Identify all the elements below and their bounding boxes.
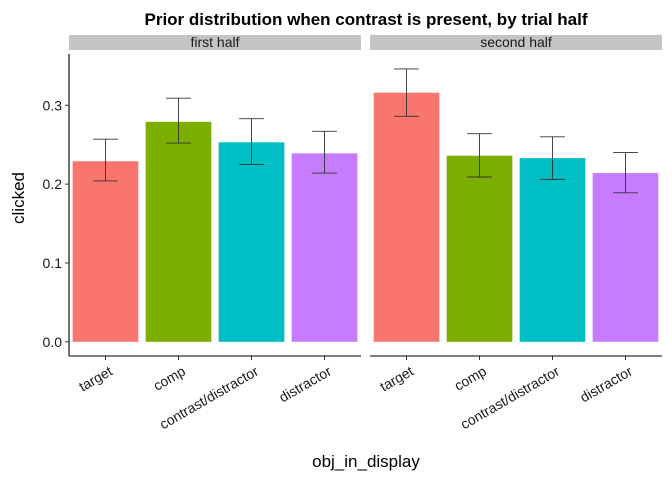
facet-strip (69, 35, 361, 50)
x-tick-label: distractor (276, 363, 334, 406)
bar (592, 173, 659, 342)
bar (72, 161, 139, 342)
x-tick-label: distractor (577, 363, 635, 406)
bar (218, 142, 285, 342)
bar (291, 153, 358, 342)
x-tick-label: target (377, 363, 416, 395)
x-tick-label: target (76, 363, 115, 395)
y-axis-title: clicked (9, 172, 28, 224)
y-tick-label: 0.0 (43, 334, 63, 350)
bar (373, 92, 440, 342)
facet-strip-label: second half (480, 34, 552, 50)
y-tick-label: 0.3 (43, 97, 63, 113)
bar (145, 121, 212, 342)
facet-strip-label: first half (190, 34, 239, 50)
x-tick-label: comp (150, 363, 188, 394)
chart-title: Prior distribution when contrast is pres… (144, 10, 587, 29)
bar (446, 155, 513, 342)
bar (519, 158, 586, 342)
y-tick-label: 0.2 (43, 176, 63, 192)
x-tick-label: comp (451, 363, 489, 394)
x-axis-title: obj_in_display (312, 452, 420, 471)
facet-strip (370, 35, 662, 50)
y-tick-label: 0.1 (43, 255, 63, 271)
